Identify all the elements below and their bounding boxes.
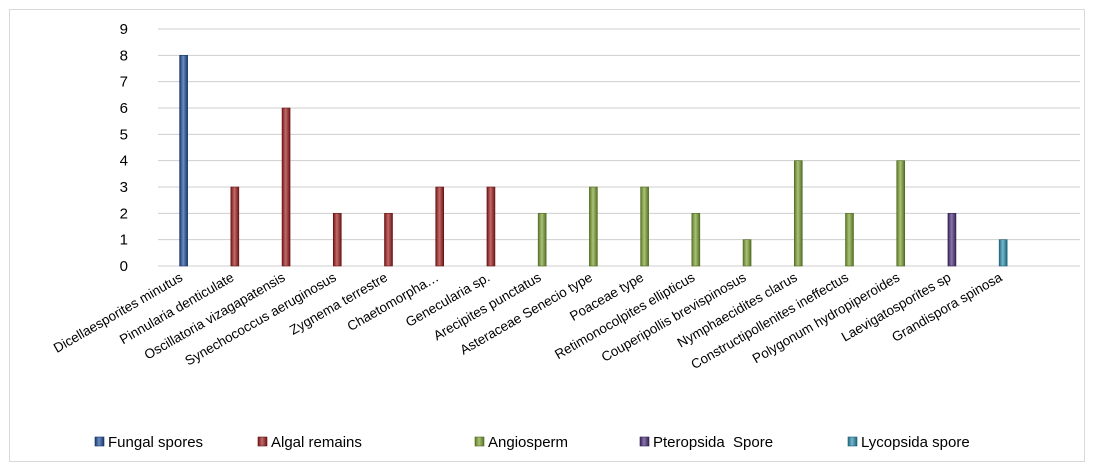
bar-angiosperm-11 [742,239,752,267]
bar-algal-remains-3 [332,213,342,267]
legend-swatch [94,436,105,447]
legend-swatch [639,436,650,447]
legend-label: Algal remains [271,434,362,451]
gridlines [158,28,1080,267]
chart-border [9,9,1085,462]
legend-label: Angiosperm [488,434,568,451]
bar-angiosperm-12 [793,160,803,267]
y-tick-label: 5 [120,126,128,143]
y-tick-label: 6 [120,100,128,117]
legend-swatch [257,436,268,447]
bar-angiosperm-8 [589,186,598,267]
bars [179,55,1008,267]
bar-lycopsida-spore-16 [998,239,1008,267]
bar-angiosperm-10 [691,213,701,267]
bar-algal-remains-5 [435,186,445,267]
legend-swatch [847,436,858,447]
legend-swatch [474,436,485,447]
bar-fungal-spores-0 [179,55,188,267]
legend-label: Fungal spores [108,434,203,451]
y-tick-label: 7 [120,74,128,91]
legend: Fungal spores Algal remains Angiosperm Pter… [94,434,970,451]
legend-label: Lycopsida spore [861,434,970,451]
bar-algal-remains-6 [486,186,496,267]
bar-angiosperm-14 [896,160,906,267]
y-tick-label: 2 [120,205,128,222]
y-axis: 0 1 2 3 4 5 6 7 8 9 [120,21,128,275]
legend-label: Pteropsida Spore [653,434,773,451]
bar-angiosperm-7 [537,213,547,267]
bar-angiosperm-9 [640,186,649,267]
bar-algal-remains-2 [281,107,291,267]
y-tick-label: 1 [120,232,128,249]
y-tick-label: 9 [120,21,128,38]
bar-pteropsida-spore-15 [947,213,957,267]
y-tick-label: 8 [120,47,128,64]
bar-algal-remains-4 [384,213,393,267]
y-tick-label: 4 [120,153,128,170]
y-tick-label: 3 [120,179,128,196]
y-tick-label: 0 [120,258,128,275]
bar-algal-remains-1 [230,186,240,267]
bar-angiosperm-13 [845,213,854,267]
